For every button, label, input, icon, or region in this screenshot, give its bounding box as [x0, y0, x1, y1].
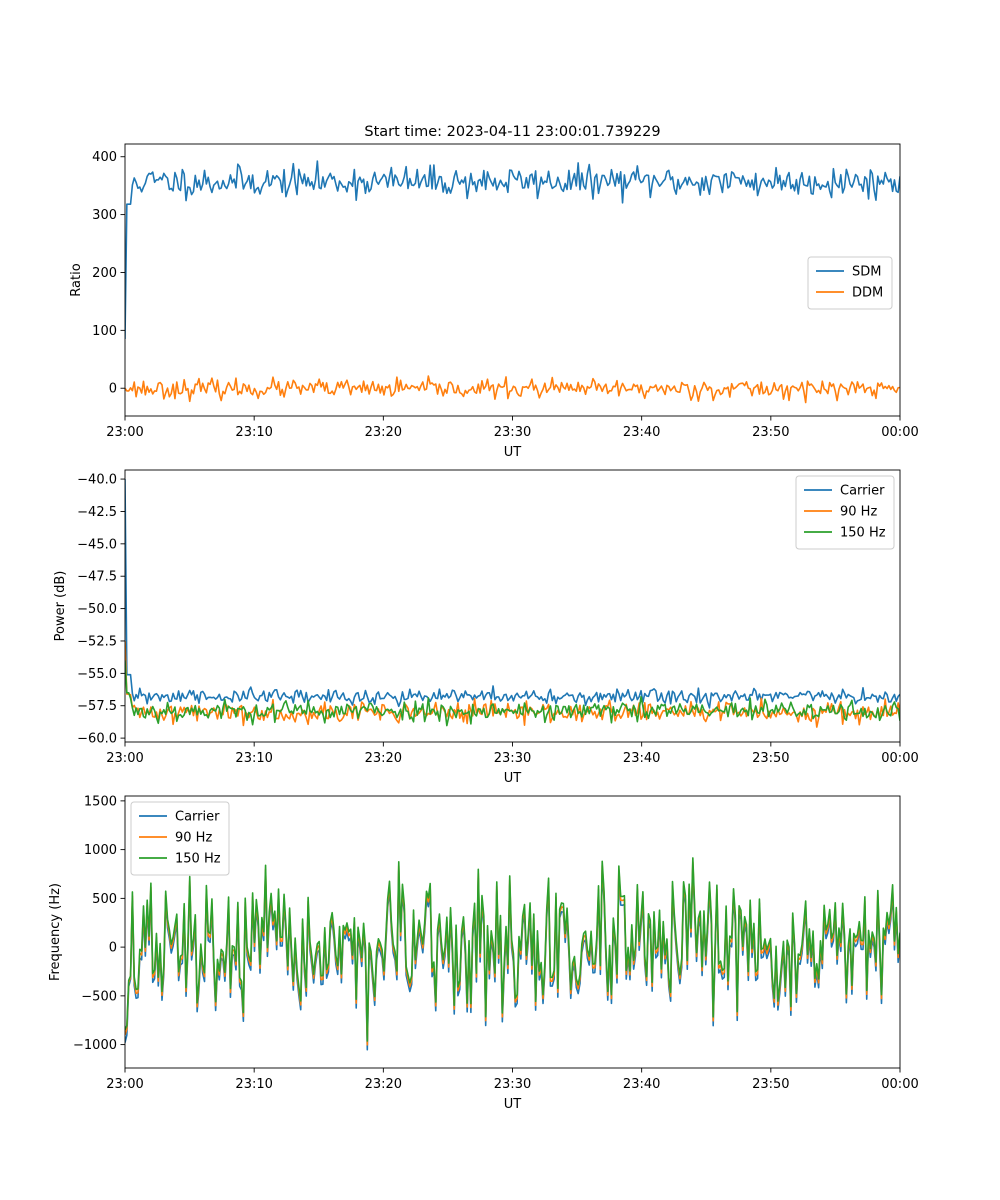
y-tick-label: −57.5 [77, 699, 117, 714]
series-line-150-hz [125, 660, 900, 727]
legend-box [807, 256, 893, 310]
x-tick-label: 23:30 [494, 751, 531, 766]
y-tick-label: 0 [109, 382, 117, 397]
chart-panel-2: 23:00 23:10 23:20 23:30 23:40 23:50 00:00 UT −60… [53, 469, 919, 786]
series-line-sdm [125, 160, 900, 340]
x-tick-label: 23:20 [365, 1077, 402, 1092]
series-line-ddm [125, 375, 900, 404]
y-tick-label: −60.0 [77, 732, 117, 747]
legend: SDM DDM [807, 256, 893, 310]
legend-label: 90 Hz [840, 505, 877, 520]
y-tick-label: −52.5 [77, 634, 117, 649]
legend-label: Carrier [175, 810, 220, 825]
x-tick-label: 23:20 [365, 425, 402, 440]
x-tick-label: 23:10 [235, 1077, 272, 1092]
y-tick-label: 500 [92, 892, 117, 907]
x-tick-label: 23:00 [106, 425, 143, 440]
chart-panel-1: Start time: 2023-04-11 23:00:01.739229 23… [69, 124, 919, 460]
legend-box [795, 475, 895, 550]
x-axis-label: UT [504, 771, 522, 786]
y-tick-label: −47.5 [77, 570, 117, 585]
y-tick-label: −500 [81, 989, 117, 1004]
x-tick-label: 23:00 [106, 751, 143, 766]
chart-panel-3: 23:00 23:10 23:20 23:30 23:40 23:50 00:00 UT −10… [48, 794, 919, 1112]
x-tick-label: 00:00 [881, 751, 918, 766]
x-tick-label: 23:40 [623, 1077, 660, 1092]
y-tick-label: 200 [92, 266, 117, 281]
x-axis-label: UT [504, 445, 522, 460]
legend: Carrier 90 Hz 150 Hz [795, 475, 895, 550]
series-line-90-hz [125, 640, 900, 728]
x-axis-label: UT [504, 1097, 522, 1112]
x-tick-label: 00:00 [881, 425, 918, 440]
y-tick-label: −55.0 [77, 667, 117, 682]
y-axis-label: Power (dB) [53, 571, 68, 642]
axes-frame [124, 795, 901, 1069]
x-tick-label: 23:30 [494, 425, 531, 440]
axes-frame [124, 469, 901, 743]
x-tick-label: 00:00 [881, 1077, 918, 1092]
x-tick-label: 23:30 [494, 1077, 531, 1092]
y-tick-label: −50.0 [77, 602, 117, 617]
legend-label: 150 Hz [840, 526, 886, 541]
y-axis-label: Ratio [69, 263, 84, 296]
y-axis-label: Frequency (Hz) [48, 883, 63, 981]
plot-area [125, 479, 900, 728]
x-tick-label: 23:50 [752, 751, 789, 766]
x-tick-label: 23:40 [623, 751, 660, 766]
x-tick-label: 23:00 [106, 1077, 143, 1092]
legend-label: DDM [852, 286, 883, 301]
legend-box [130, 801, 230, 876]
y-tick-label: −40.0 [77, 473, 117, 488]
plot-area [125, 160, 900, 404]
x-tick-label: 23:50 [752, 1077, 789, 1092]
x-tick-label: 23:20 [365, 751, 402, 766]
y-tick-label: 1500 [84, 794, 117, 809]
legend: Carrier 90 Hz 150 Hz [130, 801, 230, 876]
y-tick-label: −1000 [73, 1038, 117, 1053]
chart-title: Start time: 2023-04-11 23:00:01.739229 [364, 124, 660, 140]
y-tick-label: 300 [92, 208, 117, 223]
legend-label: 150 Hz [175, 852, 221, 867]
y-tick-label: 400 [92, 150, 117, 165]
x-tick-label: 23:50 [752, 425, 789, 440]
x-tick-label: 23:40 [623, 425, 660, 440]
y-tick-label: 0 [109, 941, 117, 956]
series-line-carrier [125, 479, 900, 709]
x-tick-label: 23:10 [235, 425, 272, 440]
axes-frame [124, 143, 901, 417]
y-tick-label: −42.5 [77, 505, 117, 520]
series-line-150-hz [125, 857, 900, 1042]
legend-label: 90 Hz [175, 831, 212, 846]
y-tick-label: 1000 [84, 843, 117, 858]
y-tick-label: −45.0 [77, 537, 117, 552]
legend-label: Carrier [840, 484, 885, 499]
plot-area [125, 857, 900, 1051]
legend-label: SDM [852, 265, 881, 280]
y-tick-label: 100 [92, 324, 117, 339]
x-tick-label: 23:10 [235, 751, 272, 766]
